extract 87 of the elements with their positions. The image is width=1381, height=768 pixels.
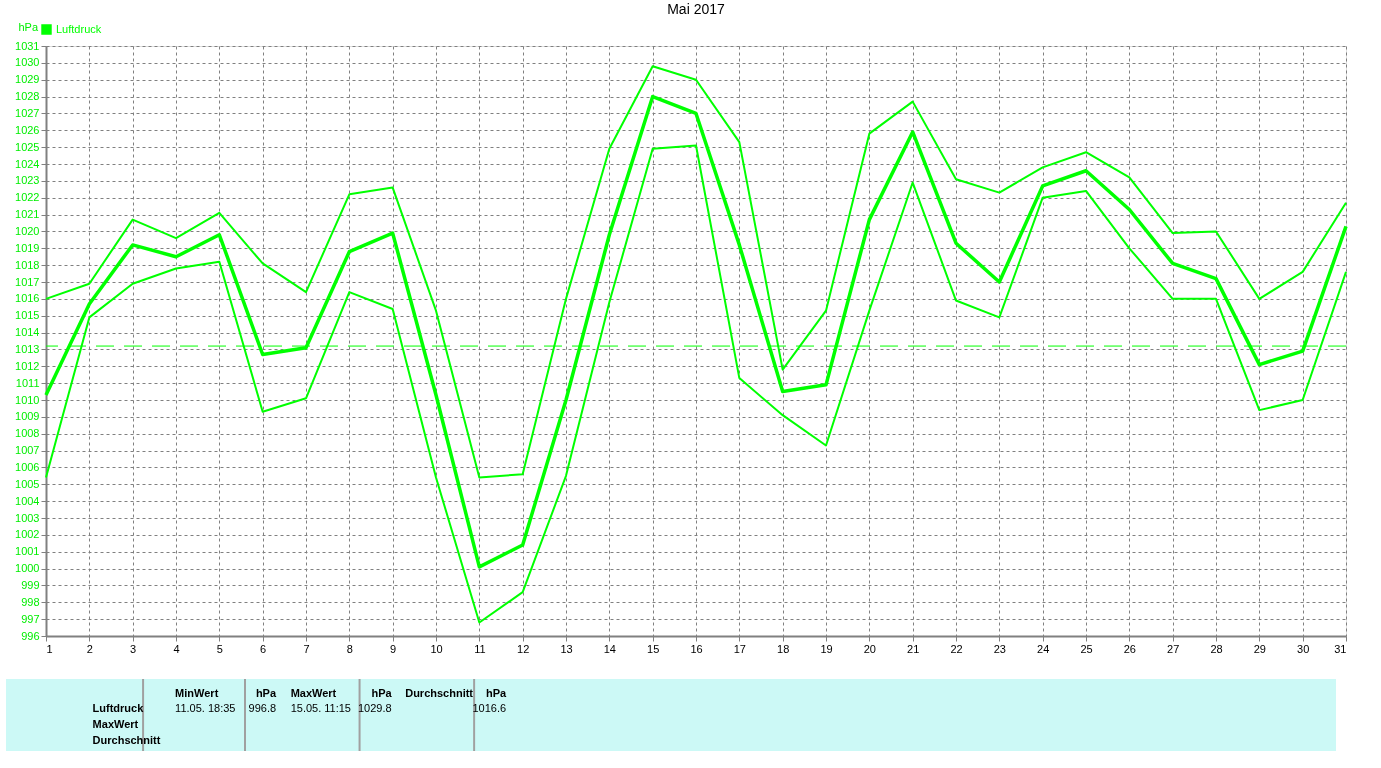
- y-tick-label: 1013: [15, 342, 40, 355]
- x-tick-label: 22: [950, 642, 963, 655]
- y-tick-label: 997: [21, 612, 40, 625]
- x-tick-label: 2: [86, 642, 93, 655]
- y-tick-label: 999: [21, 578, 40, 591]
- y-tick-label: 1022: [15, 191, 40, 204]
- text: Durchschnitt: [92, 734, 161, 746]
- y-tick-label: 1011: [15, 376, 40, 389]
- text: Durchschnitt: [405, 687, 474, 699]
- line-series: [45, 144, 1347, 624]
- y-tick-label: 1021: [15, 208, 40, 221]
- y-tick-label: 1014: [15, 326, 40, 339]
- x-tick-label: 28: [1210, 642, 1223, 655]
- x-tick-label: 30: [1297, 642, 1310, 655]
- line-series: [44, 94, 1348, 569]
- x-tick-label: 21: [907, 642, 920, 655]
- y-tick-label: 1027: [15, 106, 40, 119]
- x-tick-label: 11: [474, 642, 486, 655]
- y-tick-label: 1028: [15, 90, 40, 103]
- x-tick-label: 31: [1334, 642, 1347, 655]
- y-tick-label: 1001: [15, 545, 40, 558]
- x-tick-label: 20: [863, 642, 876, 655]
- y-tick-label: 1005: [15, 477, 40, 490]
- y-tick-label: 1017: [15, 275, 40, 288]
- x-tick-label: 6: [260, 642, 267, 655]
- y-tick-label: 1015: [15, 309, 40, 322]
- text: 996.8: [248, 702, 277, 714]
- y-tick-label: 1007: [15, 444, 40, 457]
- x-tick-label: 1: [46, 642, 53, 655]
- x-tick-label: 18: [777, 642, 790, 655]
- x-tick-label: 9: [390, 642, 397, 655]
- x-tick-label: 10: [430, 642, 443, 655]
- y-tick-label: 1025: [15, 140, 40, 153]
- x-tick-label: 26: [1123, 642, 1136, 655]
- x-tick-label: 13: [560, 642, 573, 655]
- y-tick-label: 1002: [15, 528, 40, 541]
- y-tick-label: 1010: [15, 393, 40, 406]
- y-tick-label: 1023: [15, 174, 40, 187]
- y-tick-label: 1009: [15, 410, 40, 423]
- text: Luftdruck: [92, 702, 145, 714]
- x-tick-label: 17: [733, 642, 746, 655]
- y-tick-label: 1018: [15, 258, 40, 271]
- x-tick-label: 7: [303, 642, 310, 655]
- text: hPa: [485, 687, 508, 699]
- y-tick-label: 1003: [15, 511, 40, 524]
- x-tick-label: 14: [603, 642, 616, 655]
- x-tick-label: 12: [517, 642, 530, 655]
- text: 11.05. 18:35: [175, 702, 236, 714]
- text: MaxWert: [92, 718, 139, 730]
- text: 1016.6: [472, 702, 507, 714]
- x-tick-label: 15: [647, 642, 660, 655]
- text: MaxWert: [290, 687, 337, 699]
- x-tick-label: 8: [346, 642, 353, 655]
- x-tick-label: 29: [1253, 642, 1266, 655]
- x-tick-label: 23: [993, 642, 1006, 655]
- y-tick-label: 1019: [15, 241, 40, 254]
- text: hPa: [255, 687, 277, 699]
- y-tick-label: 1012: [15, 359, 40, 372]
- y-tick-label: 1031: [15, 39, 40, 52]
- x-tick-label: 16: [690, 642, 703, 655]
- y-tick-label: 1026: [15, 123, 40, 136]
- y-axis-title: hPa: [18, 20, 39, 33]
- y-tick-label: 1020: [15, 224, 40, 237]
- y-tick-label: 996: [21, 629, 40, 642]
- line-series: [45, 65, 1347, 479]
- y-tick-label: 1029: [15, 73, 40, 86]
- x-tick-label: 3: [130, 642, 137, 655]
- y-tick-label: 1024: [15, 157, 40, 170]
- text: hPa: [371, 687, 393, 699]
- x-tick-label: 4: [173, 642, 180, 655]
- x-tick-label: 5: [216, 642, 223, 655]
- y-tick-label: 1030: [15, 56, 40, 69]
- text: 1029.8: [357, 702, 392, 714]
- chart-title: Mai 2017: [667, 1, 726, 17]
- y-tick-label: 1016: [15, 292, 40, 305]
- x-tick-label: 25: [1080, 642, 1093, 655]
- y-tick-label: 1000: [15, 562, 40, 575]
- text: MinWert: [175, 687, 219, 699]
- y-tick-label: 998: [21, 595, 40, 608]
- x-tick-label: 27: [1167, 642, 1180, 655]
- x-tick-label: 19: [820, 642, 833, 655]
- text: 15.05. 11:15: [290, 702, 351, 714]
- y-tick-label: 1008: [15, 427, 40, 440]
- y-tick-label: 1004: [15, 494, 40, 507]
- legend-label: Luftdruck: [56, 22, 102, 35]
- y-tick-label: 1006: [15, 460, 40, 473]
- x-tick-label: 24: [1037, 642, 1050, 655]
